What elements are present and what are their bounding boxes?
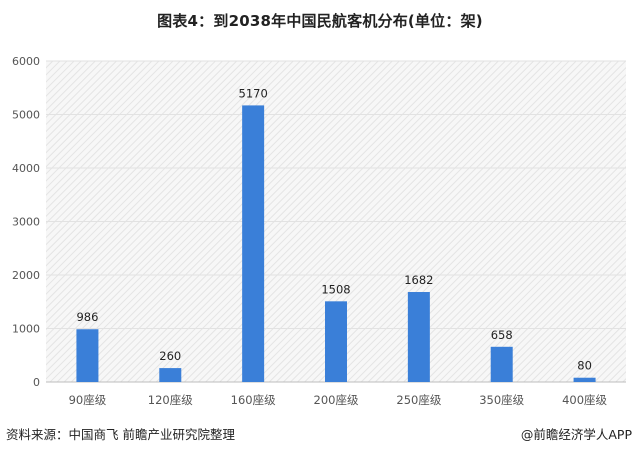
x-tick-label: 350座级 xyxy=(479,393,524,407)
bar xyxy=(573,377,596,382)
y-tick-label: 4000 xyxy=(12,162,40,175)
bar xyxy=(490,346,513,382)
chart-title: 图表4：到2038年中国民航客机分布(单位：架) xyxy=(157,12,483,30)
data-label: 1508 xyxy=(321,282,350,296)
data-label: 658 xyxy=(491,328,513,342)
x-tick-label: 160座级 xyxy=(231,393,276,407)
y-axis: 0 1000 2000 3000 4000 5000 6000 xyxy=(12,55,40,389)
data-label: 986 xyxy=(76,310,98,324)
source-note: 资料来源：中国商飞 前瞻产业研究院整理 xyxy=(6,427,235,442)
y-tick-label: 0 xyxy=(33,376,40,389)
y-tick-label: 3000 xyxy=(12,216,40,229)
bars xyxy=(76,105,596,382)
data-label: 5170 xyxy=(239,86,268,100)
y-tick-label: 2000 xyxy=(12,269,40,282)
x-axis: 90座级 120座级 160座级 200座级 250座级 350座级 400座级 xyxy=(69,393,608,407)
bar xyxy=(407,292,430,382)
brand-credit: @前瞻经济学人APP xyxy=(520,427,632,442)
x-tick-label: 400座级 xyxy=(562,393,607,407)
data-label: 260 xyxy=(159,349,181,363)
y-tick-label: 5000 xyxy=(12,109,40,122)
bar xyxy=(159,368,182,382)
y-tick-label: 6000 xyxy=(12,55,40,68)
bar xyxy=(76,329,99,382)
bar xyxy=(325,301,347,382)
data-labels: 986 260 5170 1508 1682 658 80 xyxy=(76,86,591,372)
x-tick-label: 200座级 xyxy=(314,393,359,407)
bar xyxy=(242,105,265,382)
x-tick-label: 90座级 xyxy=(69,393,107,407)
x-tick-label: 250座级 xyxy=(396,393,441,407)
data-label: 80 xyxy=(577,359,592,373)
y-tick-label: 1000 xyxy=(12,323,40,336)
data-label: 1682 xyxy=(404,273,433,287)
x-tick-label: 120座级 xyxy=(148,393,193,407)
